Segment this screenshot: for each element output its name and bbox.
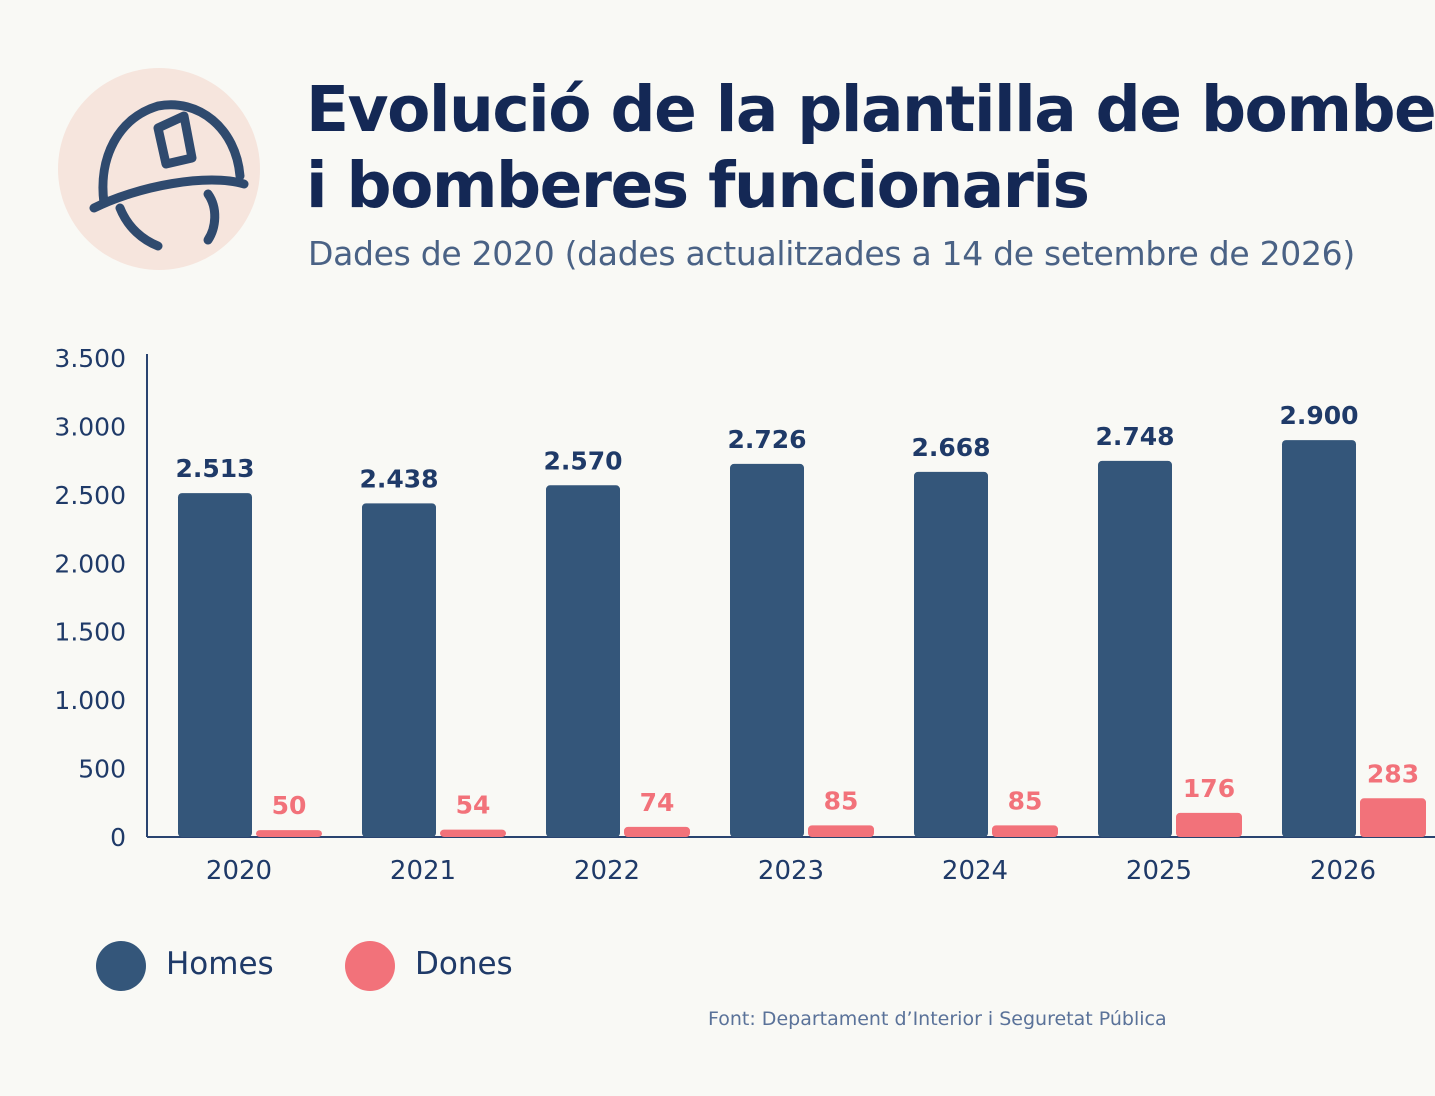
bar-dones <box>256 830 322 837</box>
legend-swatch-dones <box>345 941 395 991</box>
legend-label-dones: Dones <box>415 946 513 982</box>
source-note: Font: Departament d’Interior i Seguretat… <box>708 1008 1167 1030</box>
data-label-dones: 50 <box>272 791 307 820</box>
subtitle: Dades de 2020 (dades actualitzades a 14 … <box>308 234 1355 273</box>
bar-homes <box>730 463 804 837</box>
x-tick-label: 2021 <box>390 856 456 886</box>
data-label-homes: 2.438 <box>359 464 438 493</box>
y-tick-label: 2.500 <box>54 481 126 510</box>
bar-homes <box>362 503 436 837</box>
bar-homes <box>1098 460 1172 837</box>
bar-dones <box>992 825 1058 837</box>
x-tick-label: 2026 <box>1310 856 1376 886</box>
x-tick-label: 2020 <box>206 856 272 886</box>
data-label-homes: 2.668 <box>911 433 990 462</box>
bar-dones <box>440 829 506 837</box>
data-label-dones: 283 <box>1367 759 1419 788</box>
bar-homes <box>1282 440 1356 837</box>
data-label-homes: 2.748 <box>1095 422 1174 451</box>
title-line-1: Evolució de la plantilla de bombers <box>306 73 1435 146</box>
data-label-dones: 54 <box>456 791 491 820</box>
bar-dones <box>624 826 690 837</box>
data-label-homes: 2.900 <box>1279 401 1358 430</box>
data-label-dones: 85 <box>824 786 859 815</box>
y-tick-label: 3.500 <box>54 344 126 373</box>
bar-homes <box>546 485 620 837</box>
bar-homes <box>178 493 252 837</box>
legend-label-homes: Homes <box>166 946 274 982</box>
page-title: Evolució de la plantilla de bombers i bo… <box>306 72 1435 224</box>
x-tick-label: 2022 <box>574 856 640 886</box>
firefighter-helmet-icon <box>89 100 249 251</box>
title-line-2: i bomberes funcionaris <box>306 149 1090 222</box>
y-tick-label: 500 <box>78 755 126 784</box>
x-tick-label: 2024 <box>942 856 1008 886</box>
y-tick-label: 3.000 <box>54 412 126 441</box>
y-tick-label: 1.500 <box>54 618 126 647</box>
helmet-icon-badge <box>58 68 260 270</box>
bar-dones <box>1360 798 1426 837</box>
data-label-dones: 176 <box>1183 774 1235 803</box>
data-label-dones: 74 <box>640 788 675 817</box>
bar-dones <box>1176 812 1242 837</box>
data-label-homes: 2.570 <box>543 446 622 475</box>
data-label-homes: 2.513 <box>175 454 254 483</box>
y-tick-label: 2.000 <box>54 549 126 578</box>
y-tick-label: 0 <box>110 823 126 852</box>
legend-swatch-homes <box>96 941 146 991</box>
bar-dones <box>808 825 874 837</box>
x-tick-label: 2025 <box>1126 856 1192 886</box>
bar-homes <box>914 471 988 837</box>
x-tick-label: 2023 <box>758 856 824 886</box>
y-tick-label: 1.000 <box>54 686 126 715</box>
data-label-dones: 85 <box>1008 786 1043 815</box>
data-label-homes: 2.726 <box>727 425 806 454</box>
